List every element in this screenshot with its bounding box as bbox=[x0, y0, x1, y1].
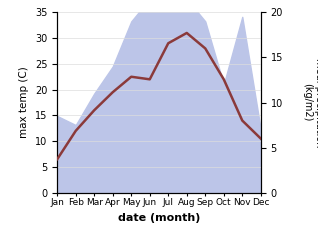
Y-axis label: max temp (C): max temp (C) bbox=[19, 67, 30, 138]
X-axis label: date (month): date (month) bbox=[118, 213, 200, 223]
Y-axis label: med. precipitation
(kg/m2): med. precipitation (kg/m2) bbox=[302, 58, 318, 147]
